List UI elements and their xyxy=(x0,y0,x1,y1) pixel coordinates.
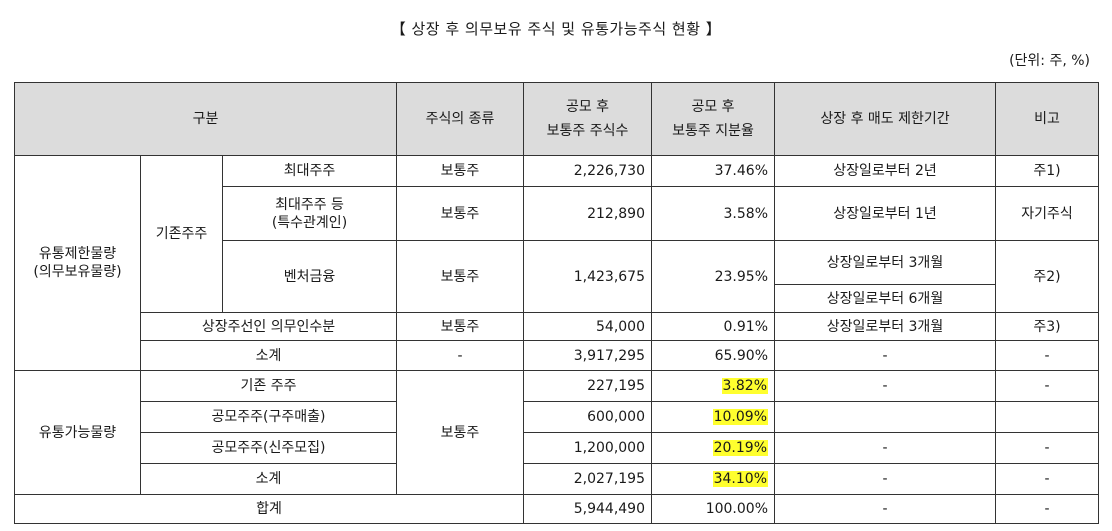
header-share-type: 주식의 종류 xyxy=(396,82,524,156)
row-ratio: 37.46% xyxy=(651,155,775,187)
row-name: 벤처금융 xyxy=(222,240,397,313)
table-row: 최대주주 등 (특수관계인) 보통주 212,890 3.58% 상장일로부터 … xyxy=(15,186,1099,241)
table-row: 소계 2,027,195 34.10% - - xyxy=(15,463,1099,495)
row-note: - xyxy=(995,340,1099,371)
total-name: 합계 xyxy=(14,494,524,524)
restricted-group-line2: (의무보유물량) xyxy=(33,264,122,280)
row-ratio: 3.58% xyxy=(651,186,775,241)
highlighted-ratio: 20.19% xyxy=(712,440,768,456)
row-period: 상장일로부터 3개월 xyxy=(774,312,996,341)
underwriter-name: 상장주선인 의무인수분 xyxy=(140,312,397,341)
header-ratio-line2: 보통주 지분율 xyxy=(672,123,754,139)
row-name-line1: 최대주주 등 xyxy=(275,196,344,213)
row-ratio: 10.09% xyxy=(651,401,775,433)
total-shares: 5,944,490 xyxy=(523,494,652,524)
row-name: 공모주주(신주모집) xyxy=(140,432,397,464)
row-period: 상장일로부터 1년 xyxy=(774,186,996,241)
table-row: 합계 5,944,490 100.00% - - xyxy=(14,494,1099,524)
row-note: - xyxy=(995,432,1099,464)
row-type: - xyxy=(396,340,524,371)
header-shares-line1: 공모 후 xyxy=(565,99,610,115)
row-note: 주2) xyxy=(995,240,1099,313)
row-type: 보통주 xyxy=(396,240,524,313)
row-period: - xyxy=(774,340,996,371)
row-name: 최대주주 xyxy=(222,155,397,187)
row-type: 보통주 xyxy=(396,155,524,187)
row-name-line2: (특수관계인) xyxy=(271,214,348,231)
restricted-group-line1: 유통제한물량 xyxy=(38,246,117,262)
existing-shareholders-label: 기존주주 xyxy=(140,155,223,313)
header-shares-line2: 보통주 주식수 xyxy=(546,123,629,139)
row-ratio: 34.10% xyxy=(651,463,775,495)
row-shares: 212,890 xyxy=(523,186,652,241)
row-shares: 2,027,195 xyxy=(523,463,652,495)
row-period: 상장일로부터 2년 xyxy=(774,155,996,187)
row-period: - xyxy=(774,432,996,464)
row-ratio: 65.90% xyxy=(651,340,775,371)
table-row: 소계 - 3,917,295 65.90% - - xyxy=(15,340,1099,371)
row-name: 최대주주 등 (특수관계인) xyxy=(222,186,397,241)
table-title: 【 상장 후 의무보유 주식 및 유통가능주식 현황 】 xyxy=(390,20,722,38)
row-ratio: 3.82% xyxy=(651,370,775,402)
subtotal-name: 소계 xyxy=(140,340,397,371)
header-note: 비고 xyxy=(995,82,1099,156)
row-shares: 2,226,730 xyxy=(523,155,652,187)
row-note xyxy=(995,401,1099,433)
row-shares: 1,200,000 xyxy=(523,432,652,464)
header-ratio-line1: 공모 후 xyxy=(691,99,735,115)
row-period xyxy=(774,401,996,433)
lockup-table: 구분 주식의 종류 공모 후 보통주 주식수 공모 후 보통주 지분율 상장 후… xyxy=(14,82,1099,524)
tradable-type: 보통주 xyxy=(396,370,524,495)
row-ratio: 20.19% xyxy=(651,432,775,464)
table-row: 상장주선인 의무인수분 보통주 54,000 0.91% 상장일로부터 3개월 … xyxy=(15,312,1099,341)
row-name: 공모주주(구주매출) xyxy=(140,401,397,433)
table-row: 공모주주(구주매출) 600,000 10.09% xyxy=(15,401,1099,433)
row-shares: 54,000 xyxy=(523,312,652,341)
total-period: - xyxy=(774,494,996,524)
header-shares: 공모 후 보통주 주식수 xyxy=(523,82,652,156)
row-period-a: 상장일로부터 3개월 xyxy=(774,240,996,285)
row-note: 자기주식 xyxy=(995,186,1099,241)
row-note: - xyxy=(995,463,1099,495)
highlighted-ratio: 34.10% xyxy=(712,471,768,487)
header-ratio: 공모 후 보통주 지분율 xyxy=(651,82,775,156)
header-period: 상장 후 매도 제한기간 xyxy=(774,82,996,156)
table-row: 벤처금융 보통주 1,423,675 23.95% 상장일로부터 3개월 주2) xyxy=(15,240,1099,313)
highlighted-ratio: 3.82% xyxy=(721,378,768,394)
row-note: 주3) xyxy=(995,312,1099,341)
row-ratio: 23.95% xyxy=(651,240,775,313)
row-period-b: 상장일로부터 6개월 xyxy=(774,284,996,313)
row-ratio: 0.91% xyxy=(651,312,775,341)
header-row: 구분 주식의 종류 공모 후 보통주 주식수 공모 후 보통주 지분율 상장 후… xyxy=(14,82,1099,156)
table-row: 유통제한물량 (의무보유물량) 기존주주 최대주주 보통주 2,226,730 … xyxy=(14,155,1099,371)
row-note: 주1) xyxy=(995,155,1099,187)
restricted-group-label: 유통제한물량 (의무보유물량) xyxy=(14,155,141,371)
row-type: 보통주 xyxy=(396,186,524,241)
unit-label: (단위: 주, %) xyxy=(1009,53,1090,69)
row-period: - xyxy=(774,370,996,402)
table-row: 공모주주(신주모집) 1,200,000 20.19% - - xyxy=(15,432,1099,464)
row-shares: 1,423,675 xyxy=(523,240,652,313)
row-period: - xyxy=(774,463,996,495)
row-name: 기존 주주 xyxy=(140,370,397,402)
row-shares: 600,000 xyxy=(523,401,652,433)
row-shares: 227,195 xyxy=(523,370,652,402)
row-name: 소계 xyxy=(140,463,397,495)
highlighted-ratio: 10.09% xyxy=(712,409,768,425)
row-shares: 3,917,295 xyxy=(523,340,652,371)
header-category: 구분 xyxy=(14,82,397,156)
total-note: - xyxy=(995,494,1099,524)
row-type: 보통주 xyxy=(396,312,524,341)
total-ratio: 100.00% xyxy=(651,494,775,524)
row-note: - xyxy=(995,370,1099,402)
table-row: 유통가능물량 기존 주주 보통주 227,195 3.82% - - xyxy=(14,370,1099,495)
tradable-group-label: 유통가능물량 xyxy=(14,370,141,495)
